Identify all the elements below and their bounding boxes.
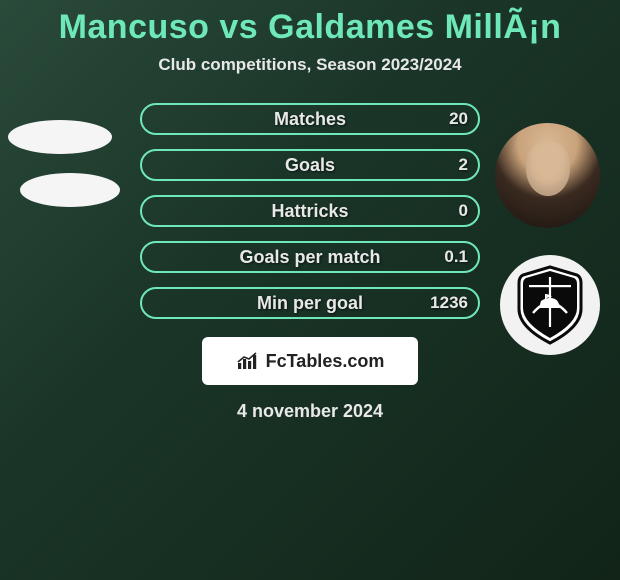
stat-label: Goals <box>285 155 335 176</box>
stat-bar: Goals per match 0.1 <box>140 241 480 273</box>
stat-value-right: 0 <box>459 201 468 221</box>
stat-value-right: 0.1 <box>444 247 468 267</box>
stat-row: Goals per match 0.1 <box>0 241 620 273</box>
stat-value-right: 1236 <box>430 293 468 313</box>
stat-value-right: 2 <box>459 155 468 175</box>
date-text: 4 november 2024 <box>0 401 620 422</box>
bar-chart-icon <box>236 351 262 371</box>
branding-badge: FcTables.com <box>202 337 418 385</box>
stat-row: Goals 2 <box>0 149 620 181</box>
stat-value-right: 20 <box>449 109 468 129</box>
stat-bar: Goals 2 <box>140 149 480 181</box>
stat-label: Matches <box>274 109 346 130</box>
stat-row: Hattricks 0 <box>0 195 620 227</box>
stat-bar: Hattricks 0 <box>140 195 480 227</box>
stat-label: Goals per match <box>239 247 380 268</box>
stat-row: Matches 20 <box>0 103 620 135</box>
stat-rows: Matches 20 Goals 2 Hattricks 0 <box>0 103 620 319</box>
branding-text: FcTables.com <box>266 351 385 372</box>
subtitle: Club competitions, Season 2023/2024 <box>0 55 620 75</box>
stat-row: Min per goal 1236 <box>0 287 620 319</box>
stat-label: Hattricks <box>271 201 348 222</box>
page-title: Mancuso vs Galdames MillÃ¡n <box>0 8 620 47</box>
stat-bar: Min per goal 1236 <box>140 287 480 319</box>
content-container: Mancuso vs Galdames MillÃ¡n Club competi… <box>0 0 620 580</box>
stat-label: Min per goal <box>257 293 363 314</box>
stat-bar: Matches 20 <box>140 103 480 135</box>
